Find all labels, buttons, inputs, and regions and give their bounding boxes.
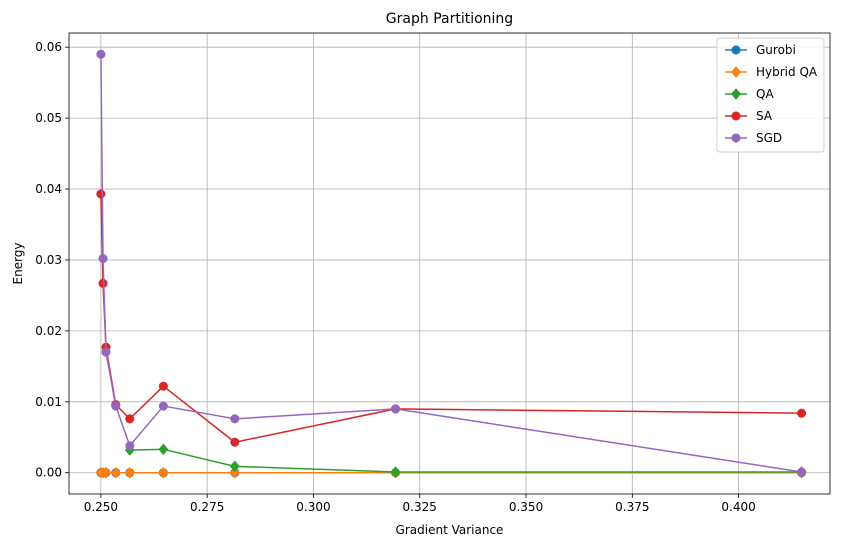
data-point-sa bbox=[96, 189, 106, 199]
x-tick-label: 0.350 bbox=[509, 500, 543, 514]
legend-label: SGD bbox=[756, 131, 782, 145]
data-point-sa bbox=[796, 408, 807, 418]
data-point-sgd bbox=[158, 401, 168, 411]
series-hybrid-qa bbox=[95, 466, 807, 479]
y-axis: 0.00 0.01 0.02 0.03 0.04 0.05 0.06 bbox=[35, 40, 69, 480]
y-tick-label: 0.02 bbox=[35, 324, 62, 338]
data-point-hybrid-qa bbox=[124, 466, 135, 479]
data-point-sgd bbox=[230, 414, 240, 424]
legend-entry-sa: SA bbox=[725, 109, 773, 123]
legend-entry-hybrid-qa: Hybrid QA bbox=[725, 65, 818, 79]
legend-entry-qa: QA bbox=[725, 87, 774, 101]
y-tick-label: 0.06 bbox=[35, 40, 62, 54]
y-tick-label: 0.03 bbox=[35, 253, 62, 267]
x-tick-label: 0.275 bbox=[190, 500, 224, 514]
y-tick-label: 0.05 bbox=[35, 111, 62, 125]
y-tick-label: 0.01 bbox=[35, 395, 62, 409]
legend-label: QA bbox=[756, 87, 774, 101]
x-tick-label: 0.400 bbox=[721, 500, 755, 514]
data-point-qa bbox=[390, 466, 401, 478]
legend-marker bbox=[730, 88, 742, 100]
series-sgd bbox=[96, 49, 807, 477]
data-point-sgd bbox=[125, 441, 135, 451]
legend-label: Gurobi bbox=[756, 43, 796, 57]
legend-marker bbox=[731, 111, 741, 121]
data-point-hybrid-qa bbox=[110, 466, 121, 479]
data-point-sgd bbox=[98, 253, 108, 264]
data-point-sa bbox=[125, 414, 135, 424]
series-layer bbox=[95, 49, 807, 479]
y-axis-label: Energy bbox=[11, 242, 25, 284]
data-point-sgd bbox=[796, 467, 807, 477]
x-tick-label: 0.250 bbox=[84, 500, 118, 514]
legend: Gurobi Hybrid QA QA SA SGD bbox=[716, 37, 825, 153]
legend-label: Hybrid QA bbox=[756, 65, 818, 79]
x-axis-label: Gradient Variance bbox=[396, 523, 504, 537]
data-point-sgd bbox=[96, 49, 106, 59]
x-tick-label: 0.300 bbox=[296, 500, 330, 514]
legend-entry-sgd: SGD bbox=[725, 131, 782, 145]
chart-title: Graph Partitioning bbox=[386, 11, 513, 27]
legend-entry-gurobi: Gurobi bbox=[725, 43, 796, 57]
data-point-sgd bbox=[101, 347, 111, 357]
data-point-hybrid-qa bbox=[100, 466, 111, 479]
data-point-qa bbox=[158, 443, 169, 456]
data-point-hybrid-qa bbox=[158, 466, 169, 479]
y-tick-label: 0.04 bbox=[35, 182, 62, 196]
plot-frame bbox=[68, 32, 831, 495]
data-point-hybrid-qa bbox=[229, 466, 240, 479]
legend-label: SA bbox=[756, 109, 773, 123]
data-point-sa bbox=[158, 381, 168, 391]
y-tick-label: 0.00 bbox=[35, 466, 62, 480]
x-tick-label: 0.325 bbox=[403, 500, 437, 514]
legend-marker bbox=[731, 45, 741, 55]
legend-box bbox=[716, 37, 825, 153]
data-point-sa bbox=[230, 437, 240, 447]
legend-marker bbox=[731, 133, 741, 143]
data-point-qa bbox=[229, 460, 240, 473]
data-point-sgd bbox=[111, 401, 121, 411]
x-tick-label: 0.375 bbox=[615, 500, 649, 514]
data-point-sgd bbox=[390, 404, 401, 414]
x-axis: 0.250 0.275 0.300 0.325 0.350 0.375 0.400 bbox=[84, 494, 756, 514]
legend-marker bbox=[730, 66, 742, 78]
